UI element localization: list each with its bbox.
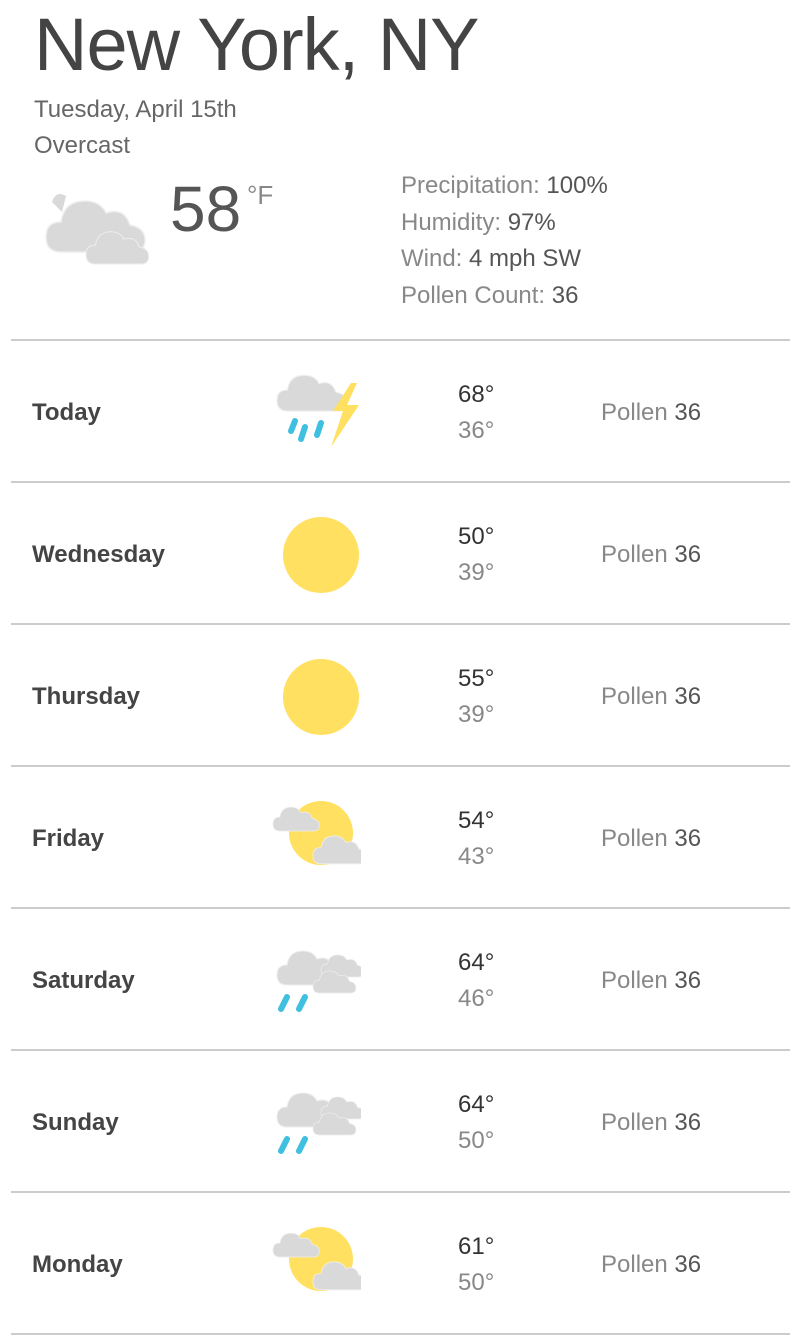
- forecast-day: Wednesday: [32, 541, 165, 568]
- pollen-value: 36: [674, 541, 702, 568]
- detail-label: Pollen Count:: [401, 281, 552, 309]
- detail-item: Humidity: 97%: [401, 205, 608, 242]
- forecast-row[interactable]: Monday 61° 50° Pollen 36: [11, 1191, 790, 1335]
- forecast-day: Friday: [32, 825, 105, 852]
- forecast-list: Today 68° 36° Pollen 36 Wednesday 50° 39…: [11, 339, 790, 1335]
- low-temp: 36°: [458, 417, 495, 444]
- detail-value: 36: [551, 281, 579, 309]
- pollen-label: Pollen: [601, 683, 675, 710]
- current-date: Tuesday, April 15th: [34, 96, 237, 123]
- pollen-count: Pollen 36: [601, 1251, 701, 1279]
- forecast-day: Sunday: [32, 1109, 119, 1136]
- forecast-row[interactable]: Today 68° 36° Pollen 36: [11, 339, 790, 481]
- detail-label: Humidity:: [401, 208, 508, 236]
- pollen-label: Pollen: [601, 399, 675, 426]
- high-temp: 55°: [458, 665, 495, 692]
- low-temp: 50°: [458, 1127, 495, 1154]
- pollen-value: 36: [674, 1109, 702, 1136]
- high-temp: 64°: [458, 1091, 495, 1118]
- pollen-value: 36: [674, 1251, 702, 1278]
- pollen-value: 36: [674, 399, 702, 426]
- high-temp: 61°: [458, 1233, 495, 1260]
- low-temp: 43°: [458, 843, 495, 870]
- low-temp: 46°: [458, 985, 495, 1012]
- pollen-value: 36: [674, 825, 702, 852]
- high-temp: 54°: [458, 807, 495, 834]
- pollen-label: Pollen: [601, 1251, 675, 1278]
- pollen-label: Pollen: [601, 825, 675, 852]
- forecast-row[interactable]: Thursday 55° 39° Pollen 36: [11, 623, 790, 765]
- cloudy-icon: [38, 182, 158, 266]
- current-condition: Overcast: [34, 132, 131, 159]
- pollen-count: Pollen 36: [601, 683, 701, 711]
- thunderstorm-icon: [261, 369, 361, 453]
- weather-details: Precipitation: 100% Humidity: 97% Wind: 4 …: [401, 168, 608, 314]
- pollen-count: Pollen 36: [601, 967, 701, 995]
- detail-item: Wind: 4 mph SW: [401, 241, 608, 278]
- pollen-label: Pollen: [601, 541, 675, 568]
- low-temp: 39°: [458, 559, 495, 586]
- sun-icon: [261, 511, 361, 595]
- sun-icon: [261, 653, 361, 737]
- high-temp: 50°: [458, 523, 495, 550]
- detail-label: Wind:: [401, 245, 470, 272]
- detail-value: 97%: [507, 208, 556, 236]
- detail-label: Precipitation:: [401, 172, 547, 199]
- low-temp: 50°: [458, 1269, 495, 1296]
- detail-value: 100%: [546, 172, 608, 199]
- pollen-count: Pollen 36: [601, 541, 701, 569]
- forecast-day: Saturday: [32, 967, 135, 994]
- current-temperature: 58: [170, 173, 242, 245]
- rain-icon: [261, 937, 365, 1021]
- forecast-row[interactable]: Sunday 64° 50° Pollen 36: [11, 1049, 790, 1191]
- pollen-count: Pollen 36: [601, 399, 701, 427]
- detail-item: Precipitation: 100%: [401, 168, 608, 205]
- pollen-value: 36: [674, 967, 702, 994]
- temperature-unit[interactable]: °F: [247, 180, 274, 210]
- pollen-count: Pollen 36: [601, 825, 701, 853]
- forecast-day: Monday: [32, 1251, 123, 1278]
- pollen-label: Pollen: [601, 967, 675, 994]
- detail-item: Pollen Count: 36: [401, 278, 608, 315]
- forecast-day: Thursday: [32, 683, 141, 710]
- forecast-row[interactable]: Friday 54° 43° Pollen 36: [11, 765, 790, 907]
- pollen-count: Pollen 36: [601, 1109, 701, 1137]
- low-temp: 39°: [458, 701, 495, 728]
- forecast-row[interactable]: Wednesday 50° 39° Pollen 36: [11, 481, 790, 623]
- rain-icon: [261, 1079, 365, 1163]
- pollen-label: Pollen: [601, 1109, 675, 1136]
- forecast-day: Today: [32, 399, 101, 426]
- partly-cloudy-icon: [261, 795, 368, 879]
- partly-cloudy-icon: [261, 1221, 368, 1305]
- location-title: New York, NY: [34, 3, 480, 86]
- forecast-row[interactable]: Saturday 64° 46° Pollen 36: [11, 907, 790, 1049]
- high-temp: 68°: [458, 381, 495, 408]
- pollen-value: 36: [674, 683, 702, 710]
- detail-value: 4 mph SW: [469, 245, 582, 272]
- high-temp: 64°: [458, 949, 495, 976]
